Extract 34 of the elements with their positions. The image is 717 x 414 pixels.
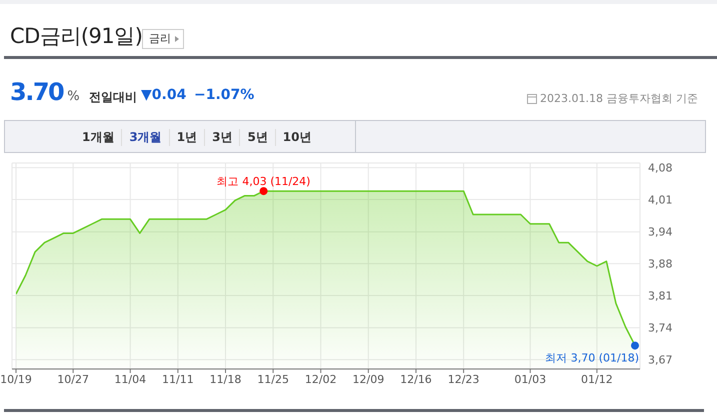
y-tick-label: 3,94 — [648, 226, 672, 239]
y-tick-label: 3,67 — [648, 354, 672, 367]
x-tick-label: 11/04 — [114, 372, 146, 386]
x-tick-label: 12/09 — [352, 372, 384, 386]
x-tick-label: 01/03 — [514, 372, 546, 386]
x-tick-label: 11/18 — [210, 372, 242, 386]
x-tick-label: 10/27 — [57, 372, 89, 386]
text: 2023.01.18 금융투자협회 기준 — [540, 91, 698, 106]
annotation: 최저 3,70 (01/18) — [545, 352, 639, 365]
chart-title: CD금리(91일) — [10, 23, 142, 50]
text: 금리 — [142, 29, 184, 49]
x-tick-label: 01/12 — [581, 372, 613, 386]
text: 전일대비 — [89, 89, 137, 106]
text: −1.07% — [194, 87, 254, 103]
y-tick-label: 4,01 — [648, 193, 672, 206]
x-tick-label: 10/19 — [0, 372, 32, 386]
text: 3년 — [204, 129, 240, 146]
x-tick-label: 12/23 — [448, 372, 480, 386]
chart-subtitle: 3.70% — [10, 78, 78, 106]
annotation: 최고 4,03 (11/24) — [216, 175, 310, 188]
y-tick-label: 3,74 — [648, 322, 672, 335]
x-tick-label: 11/11 — [162, 372, 194, 386]
y-tick-label: 3,88 — [648, 258, 672, 271]
text: 1년 — [168, 129, 204, 146]
x-tick-label: 11/25 — [257, 372, 289, 386]
text: 10년 — [274, 129, 318, 146]
x-tick-label: 12/16 — [400, 372, 432, 386]
y-tick-label: 3,81 — [648, 289, 672, 302]
text: 1개월 — [81, 129, 116, 146]
y-tick-label: 4,08 — [648, 162, 672, 175]
text: 3개월 — [121, 129, 169, 146]
text: 5년 — [239, 129, 275, 146]
text: ▼0.04 — [141, 87, 186, 103]
x-tick-label: 12/02 — [304, 372, 337, 386]
